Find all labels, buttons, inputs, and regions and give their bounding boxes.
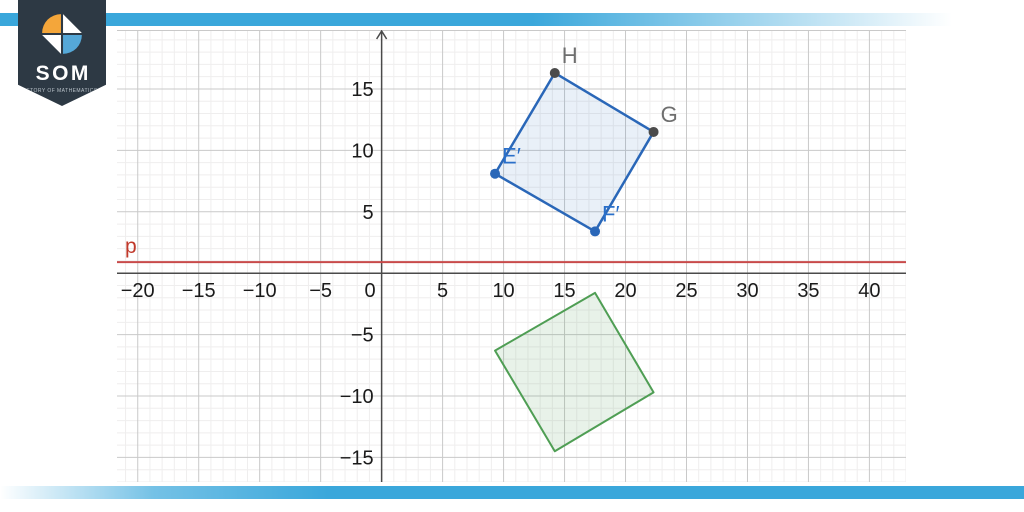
pinwheel-white-triangle-bottom [42, 35, 61, 54]
y-tick-label: −15 [340, 447, 374, 469]
y-tick-label: −10 [340, 386, 374, 408]
y-tick-label: 10 [351, 140, 373, 162]
vertex-label-G: G [661, 102, 678, 127]
x-tick-label: −5 [309, 280, 332, 302]
x-tick-label: −20 [121, 280, 155, 302]
x-tick-label: −15 [182, 280, 216, 302]
x-tick-label: 20 [614, 280, 636, 302]
vertex-dot-G [648, 126, 659, 137]
vertex-dot-H [549, 67, 560, 78]
logo-subtitle: STORY OF MATHEMATICS [26, 88, 98, 94]
x-tick-label: 25 [675, 280, 697, 302]
som-pinwheel-icon [42, 14, 82, 54]
vertex-dot-E′ [490, 168, 501, 179]
top-stripe [0, 13, 1024, 26]
som-logo-badge[interactable]: SOM STORY OF MATHEMATICS [18, 0, 106, 106]
vertex-dot-F′ [590, 226, 601, 237]
vertex-label-F′: F′ [602, 201, 620, 226]
vertex-label-H: H [562, 43, 578, 68]
x-tick-label: 0 [365, 280, 376, 302]
x-tick-label: 30 [736, 280, 758, 302]
vertex-label-E′: E′ [502, 144, 521, 169]
y-axis-arrow-icon [375, 30, 388, 40]
line-p-label: p [125, 235, 137, 258]
x-tick-label: 10 [492, 280, 514, 302]
pinwheel-blue-quarter [63, 35, 82, 54]
x-tick-label: 35 [797, 280, 819, 302]
y-tick-label: −5 [351, 325, 374, 347]
x-tick-label: 40 [858, 280, 880, 302]
polygon-square-reflection [494, 291, 655, 453]
x-tick-label: −10 [243, 280, 277, 302]
pinwheel-white-triangle-top [63, 14, 82, 33]
pinwheel-orange-quarter [42, 14, 61, 33]
x-tick-label: 5 [437, 280, 448, 302]
coordinate-plane: −20 −15 −10 −5 0 5 10 15 20 25 30 35 40 15 10 5 −5 −10 −15… [117, 30, 906, 482]
y-tick-label: 15 [351, 79, 373, 101]
bottom-stripe [0, 486, 1024, 499]
logo-title: SOM [35, 62, 91, 85]
x-tick-label: 15 [553, 280, 575, 302]
y-tick-label: 5 [363, 202, 374, 224]
